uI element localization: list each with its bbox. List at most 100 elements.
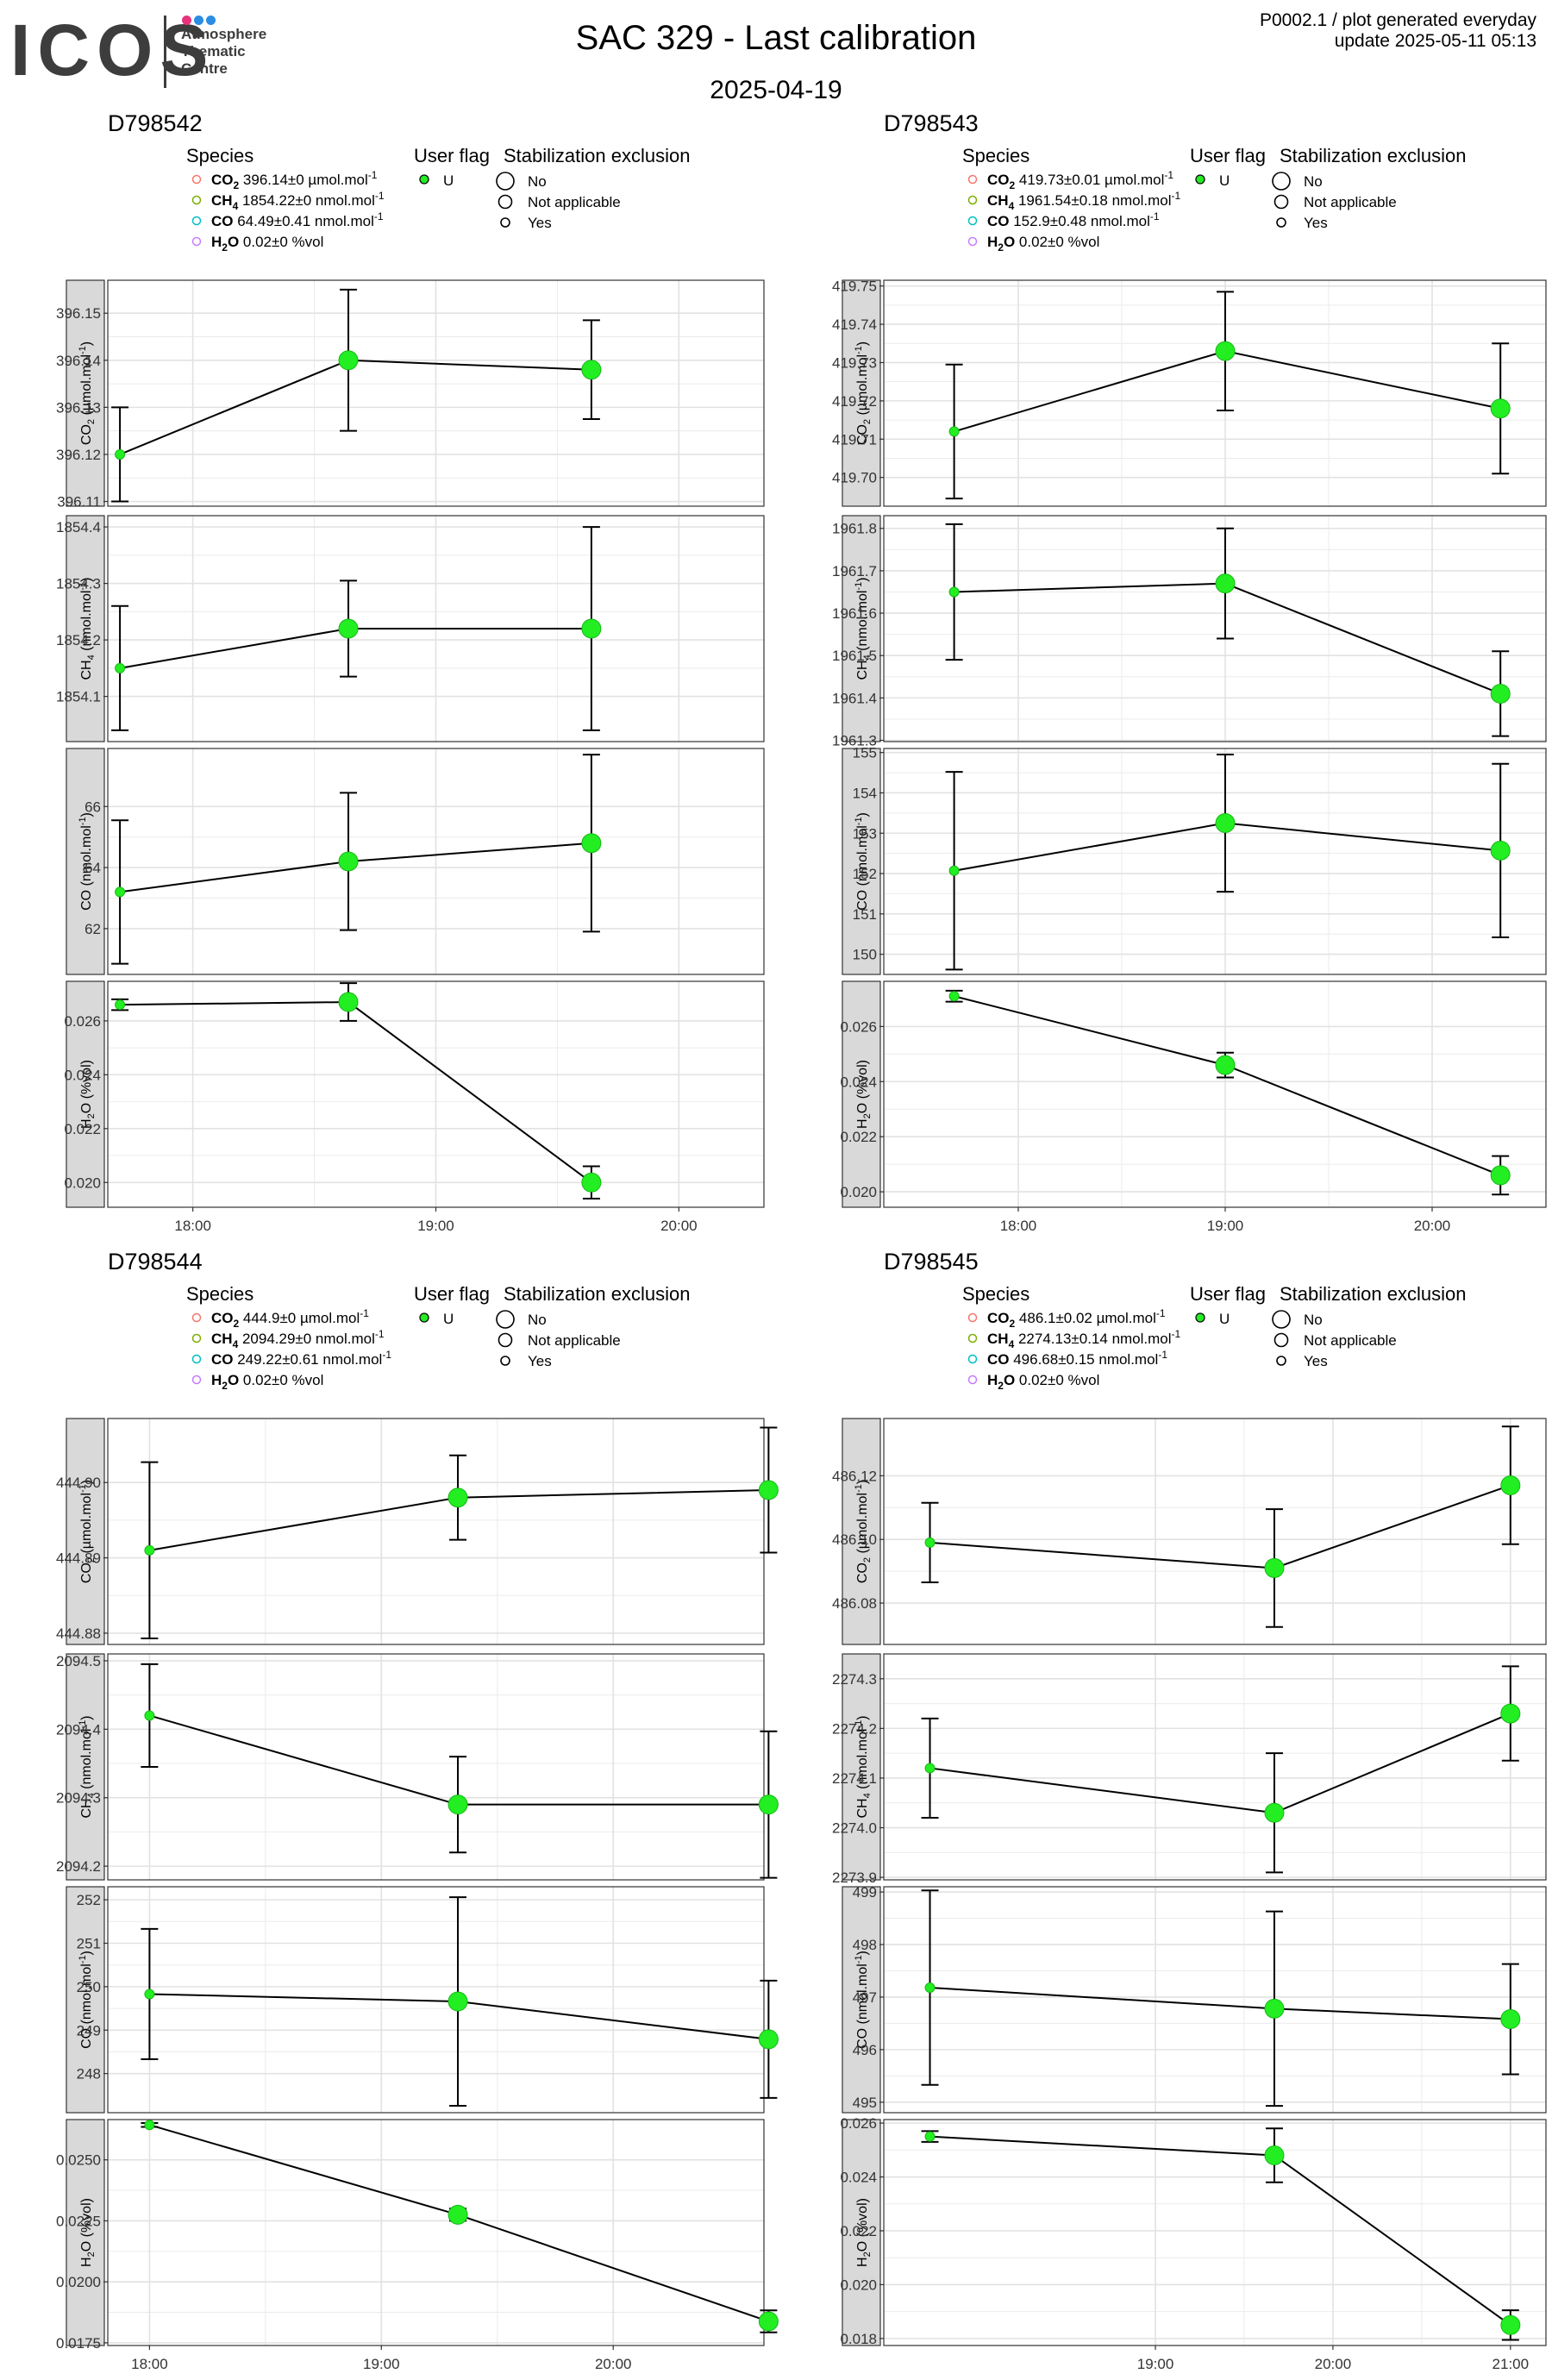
y-tick-label: 444.90 — [56, 1475, 101, 1491]
y-tick-label: 444.89 — [56, 1550, 101, 1567]
facet-strip — [66, 2119, 105, 2346]
legend-title-user-flag: User flag — [414, 145, 490, 166]
logo-dot-blue — [194, 16, 203, 25]
legend-key-stab — [1272, 172, 1291, 191]
plot-border — [107, 2119, 765, 2346]
legend-key-species — [967, 1312, 978, 1323]
legend-title-stab: Stabilization exclusion — [504, 145, 690, 166]
x-tick-label: 18:00 — [174, 1218, 211, 1234]
facet-strip — [842, 1653, 881, 1881]
y-tick-label: 396.11 — [57, 494, 101, 510]
legend-key-stab — [498, 1332, 513, 1348]
icos-logo: ICOS — [10, 9, 216, 91]
data-point — [338, 851, 359, 872]
y-tick-label: 396.14 — [56, 353, 101, 369]
y-tick-label: 250 — [77, 1979, 101, 1995]
y-tick-label: 396.15 — [56, 305, 101, 322]
data-point — [758, 1480, 779, 1500]
legend-key-user-flag — [1195, 174, 1205, 185]
y-tick-label: 2274.3 — [832, 1671, 877, 1688]
y-tick-label: 0.026 — [64, 1013, 101, 1030]
data-point — [115, 886, 126, 898]
legend-key-stab — [1274, 1332, 1289, 1348]
y-tick-label: 1961.7 — [832, 563, 877, 579]
facet-strip — [842, 1886, 881, 2114]
logo-dot-blue-2 — [206, 16, 216, 25]
meta-line-2: update 2025-05-11 05:13 — [1334, 31, 1536, 51]
y-tick-label: 396.12 — [56, 447, 101, 463]
facet-ylabel: CH4 (nmol.mol-1) — [854, 1715, 873, 1818]
legend-key-user-flag — [419, 1312, 429, 1323]
data-point — [948, 586, 960, 598]
plot-border — [883, 279, 1547, 507]
logo-divider — [164, 16, 166, 88]
legend-label-stab: Yes — [528, 215, 552, 231]
plot-border — [107, 1653, 765, 1881]
y-tick-label: 419.72 — [832, 393, 877, 410]
data-point — [924, 1982, 936, 1993]
facet-strip — [66, 515, 105, 742]
y-tick-label: 1854.1 — [56, 689, 101, 705]
legend-label-stab: Yes — [1304, 215, 1328, 231]
plot-area — [108, 1887, 764, 2113]
plot-border — [883, 980, 1547, 1208]
panel-title: D798545 — [884, 1249, 979, 1275]
legend-label-species: CO 249.22±0.61 nmol.mol-1 — [211, 1349, 391, 1368]
legend-label-user-flag: U — [443, 172, 454, 189]
legend-title-stab: Stabilization exclusion — [1280, 145, 1466, 166]
facet-strip — [66, 1418, 105, 1645]
facet-ylabel: CO2 (µmol.mol-1) — [78, 1480, 97, 1583]
facet-2: CO (nmol.mol-1) 495 496 497 498 499 — [842, 1884, 1547, 2114]
facet-3: H2O (%vol) 0.020 0.022 0.024 0.026 18:00 19:00… — [64, 980, 765, 1234]
y-tick-label: 0.020 — [64, 1174, 101, 1191]
legend-title-stab: Stabilization exclusion — [1280, 1283, 1466, 1305]
legend-key-stab — [500, 217, 510, 228]
y-tick-label: 498 — [853, 1937, 877, 1953]
y-tick-label: 419.74 — [832, 316, 877, 333]
facet-ylabel: CO2 (µmol.mol-1) — [854, 341, 873, 445]
facet-0: CO2 (µmol.mol-1) 396.11 396.12 396.13 396.14… — [56, 279, 765, 510]
x-tick-label: 19:00 — [363, 2356, 400, 2372]
x-tick-label: 18:00 — [131, 2356, 168, 2372]
legend-key-stab — [498, 194, 513, 210]
y-tick-label: 495 — [853, 2095, 877, 2111]
data-point — [447, 2204, 468, 2225]
plot-area — [884, 1654, 1546, 1880]
y-tick-label: 151 — [853, 906, 877, 923]
x-tick-label: 20:00 — [595, 2356, 632, 2372]
data-point — [115, 662, 126, 673]
legend-key-species — [967, 236, 978, 247]
data-point — [1264, 2145, 1285, 2166]
legend-key-stab — [496, 172, 515, 191]
data-point — [447, 1488, 468, 1508]
data-point — [758, 2311, 779, 2332]
data-point — [1215, 573, 1236, 594]
facet-3: H2O (%vol) 0.018 0.020 0.022 0.024 0.026 19:00… — [840, 2115, 1547, 2372]
legend-label-stab: No — [1304, 173, 1323, 190]
y-tick-label: 499 — [853, 1884, 877, 1901]
facet-ylabel: CO (nmol.mol-1) — [78, 812, 94, 911]
facet-ylabel: CO (nmol.mol-1) — [78, 1951, 94, 2049]
plot-border — [107, 1886, 765, 2114]
data-point — [1490, 398, 1511, 419]
y-tick-label: 419.71 — [832, 431, 877, 448]
y-tick-label: 2094.5 — [56, 1653, 101, 1669]
legend-label-species: CO 64.49±0.41 nmol.mol-1 — [211, 210, 384, 229]
y-tick-label: 396.13 — [56, 399, 101, 416]
data-point — [115, 999, 126, 1011]
x-tick-label: 19:00 — [1207, 1218, 1244, 1234]
logo-sub-line-2: Thematic — [181, 43, 246, 60]
y-tick-label: 248 — [77, 2066, 101, 2082]
data-point — [758, 2029, 779, 2050]
y-tick-label: 64 — [84, 860, 101, 876]
page-subtitle: 2025-04-19 — [710, 76, 842, 104]
data-point — [1215, 813, 1236, 834]
y-tick-label: 0.0250 — [56, 2152, 101, 2169]
y-tick-label: 419.70 — [832, 470, 877, 486]
legend-label-stab: Not applicable — [528, 194, 621, 210]
plot-border — [883, 1653, 1547, 1881]
legend-key-species — [967, 174, 978, 185]
legend-label-stab: Not applicable — [1304, 1332, 1397, 1349]
chart-panel-D798543: D798543 Species CO2 419.73±0.01 µmol.mol-1… — [832, 110, 1547, 1234]
plot-area — [884, 748, 1546, 974]
